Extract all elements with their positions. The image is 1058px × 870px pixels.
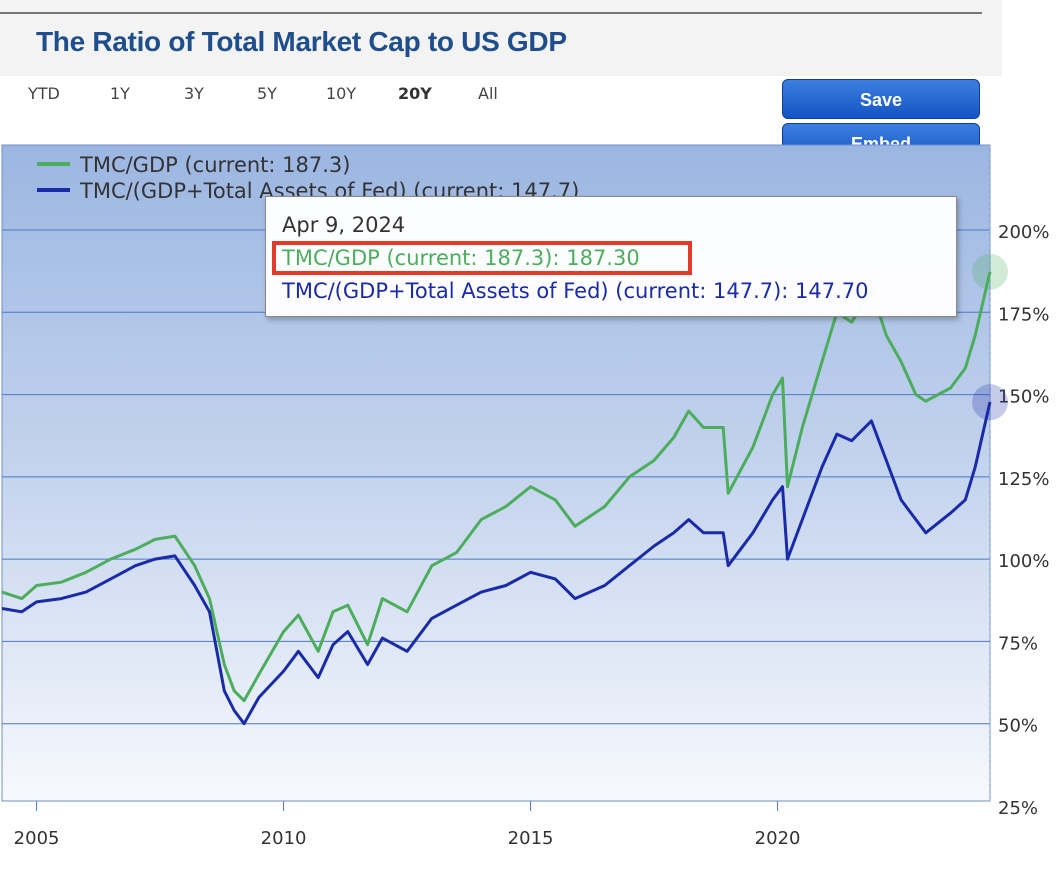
legend-item-tmc-gdp[interactable]: TMC/GDP (current: 187.3) (79, 153, 350, 177)
x-tick-label: 2005 (14, 828, 60, 849)
x-tick-label: 2010 (261, 828, 307, 849)
range-1y-button[interactable]: 1Y (110, 84, 130, 103)
range-5y-button[interactable]: 5Y (257, 84, 277, 103)
y-tick-label: 175% (998, 304, 1049, 325)
x-tick-label: 2020 (755, 828, 801, 849)
hover-marker-blue (972, 384, 1008, 421)
series-line-tmc-gdp[interactable] (1, 271, 992, 703)
range-20y-button[interactable]: 20Y (398, 84, 432, 103)
y-tick-label: 200% (998, 222, 1049, 243)
y-tick-label: 100% (998, 551, 1049, 572)
range-3y-button[interactable]: 3Y (184, 84, 204, 103)
range-ytd-button[interactable]: YTD (28, 84, 60, 103)
tooltip: Apr 9, 2024 TMC/GDP (current: 187.3): 18… (265, 196, 957, 317)
y-axis: 25% 50% 75% 100% 125% 150% 175% 200% (998, 222, 1049, 819)
y-tick-label: 75% (998, 633, 1038, 654)
page-title: The Ratio of Total Market Cap to US GDP (36, 26, 567, 57)
legend[interactable]: TMC/GDP (current: 187.3) TMC/(GDP+Total … (37, 153, 579, 203)
range-10y-button[interactable]: 10Y (326, 84, 357, 103)
y-tick-label: 150% (998, 387, 1049, 408)
tooltip-blue-value: TMC/(GDP+Total Assets of Fed) (current: … (282, 279, 869, 303)
tooltip-date: Apr 9, 2024 (282, 213, 406, 237)
save-button[interactable]: Save (782, 79, 980, 119)
y-tick-label: 125% (998, 469, 1049, 490)
tooltip-green-value: TMC/GDP (current: 187.3): 187.30 (282, 246, 640, 270)
x-tick-label: 2015 (508, 828, 554, 849)
series-line-tmc-gdp-fed[interactable] (1, 401, 992, 726)
hover-marker-green (972, 253, 1008, 290)
series-layer (1, 271, 992, 726)
tooltip-highlight-box (272, 241, 692, 275)
x-axis: 2005 2010 2015 2020 (14, 145, 991, 849)
header-divider (0, 12, 982, 14)
range-all-button[interactable]: All (478, 84, 498, 103)
hover-markers (972, 253, 1008, 421)
y-tick-label: 50% (998, 716, 1038, 737)
y-tick-label: 25% (998, 798, 1038, 819)
